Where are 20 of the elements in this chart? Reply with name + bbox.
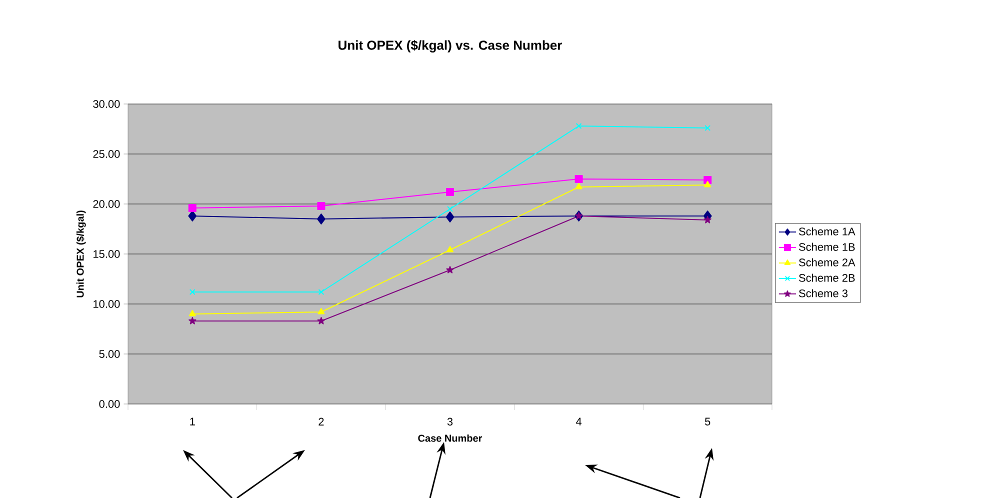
x-axis-title: Case Number: [418, 434, 482, 442]
x-tick-label: 2: [318, 418, 324, 426]
y-tick-label: 15.00: [94, 250, 120, 258]
y-tick-label: 0.00: [99, 400, 120, 408]
y-tick-label: 10.00: [94, 300, 120, 308]
legend-label: Scheme 1A: [798, 227, 856, 236]
y-tick-label: 5.00: [99, 350, 120, 358]
legend-label: Scheme 1B: [798, 242, 855, 251]
chart-title: Unit OPEX ($/kgal) vs. Case Number: [338, 40, 562, 52]
y-tick-label: 25.00: [93, 150, 120, 158]
legend-label: Scheme 2A: [798, 258, 856, 266]
x-tick-label: 4: [576, 418, 582, 426]
y-tick-label: 30.00: [93, 100, 120, 108]
y-tick-label: 20.00: [93, 200, 120, 208]
legend-label: Scheme 2B: [798, 274, 855, 282]
legend-label: Scheme 3: [798, 289, 848, 298]
x-tick-label: 1: [190, 418, 195, 426]
y-axis-title: Unit OPEX ($/kgal): [76, 210, 86, 298]
x-tick-label: 5: [704, 418, 710, 426]
x-tick-label: 3: [447, 418, 453, 426]
